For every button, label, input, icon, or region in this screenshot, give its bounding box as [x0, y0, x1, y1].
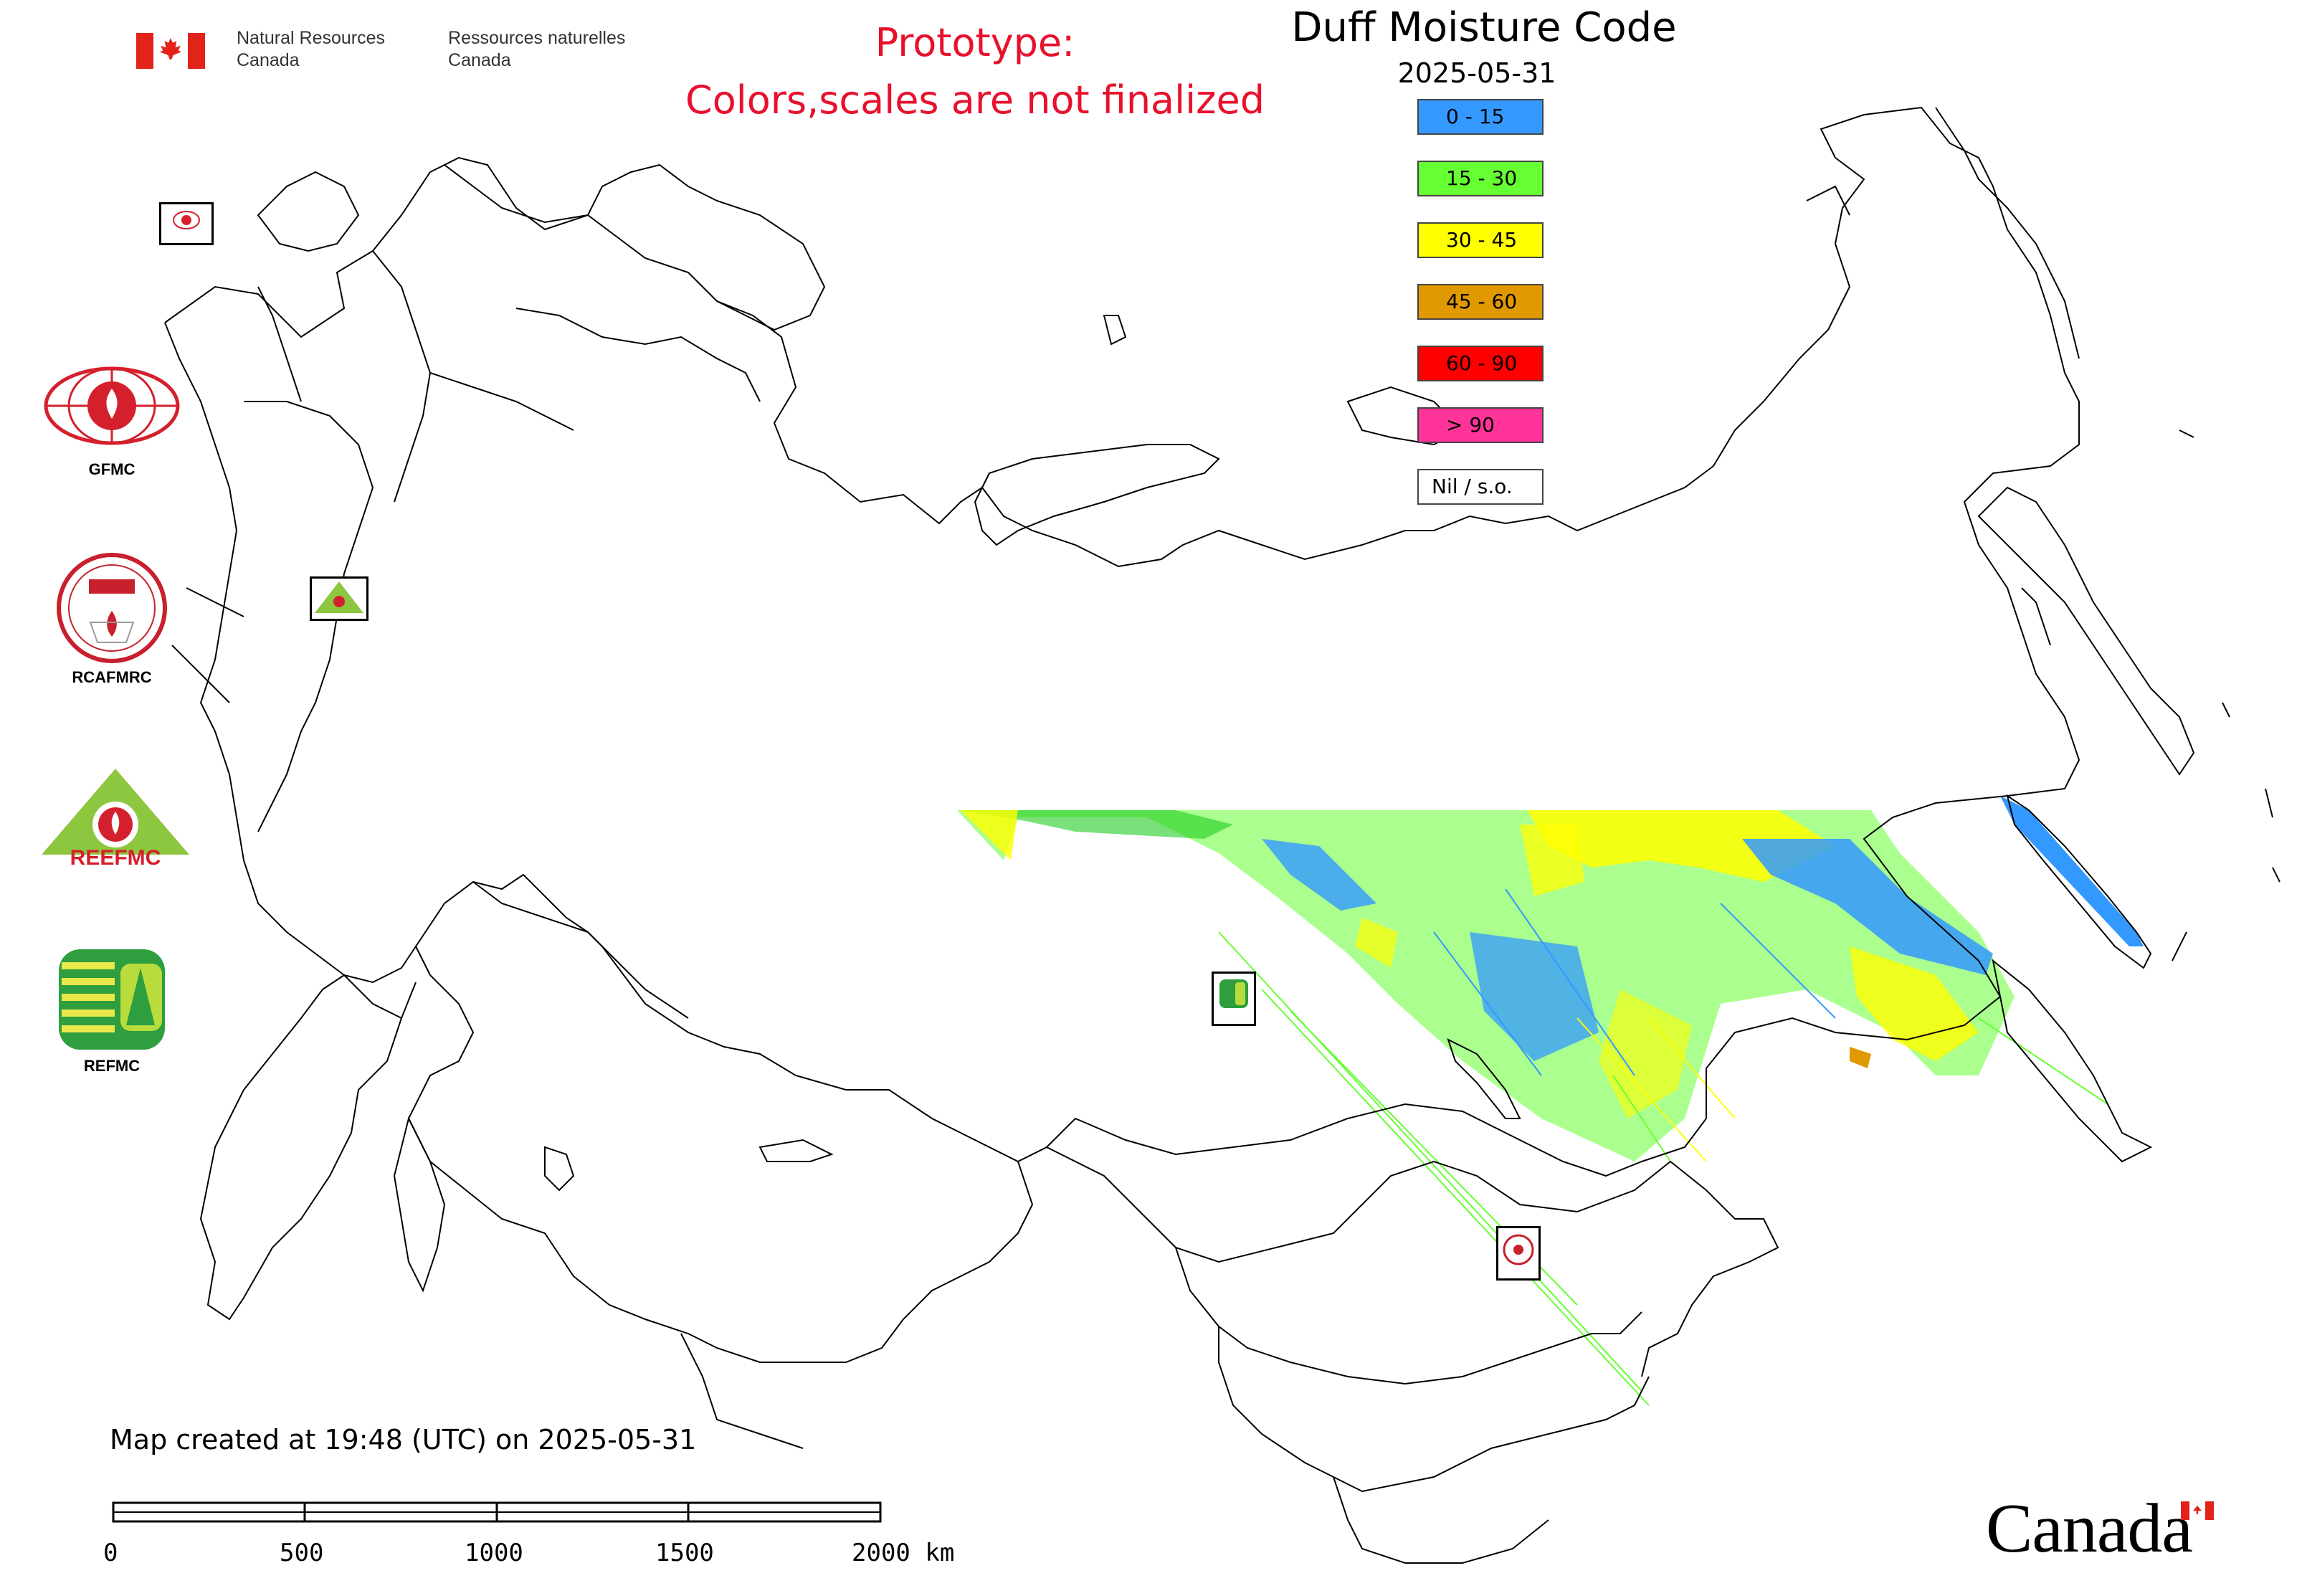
refmc-marker-icon [1219, 979, 1248, 1008]
prototype-notice: Prototype: Colors,scales are not finaliz… [674, 14, 1276, 129]
rcafmrc-marker[interactable] [1496, 1226, 1541, 1281]
map-title: Duff Moisture Code [1291, 4, 1677, 51]
nrcan-signature: Natural Resources Canada Ressources natu… [136, 27, 688, 72]
prototype-line1: Prototype: [875, 20, 1075, 65]
legend-item-over-90: > 90 [1417, 407, 1544, 443]
refmc-marker[interactable] [1212, 972, 1256, 1026]
dept-en-line2: Canada [237, 50, 300, 70]
canada-flag-icon [136, 33, 205, 69]
dept-name-en: Natural Resources Canada [237, 27, 417, 72]
rcafmrc-emblem-icon [57, 553, 167, 663]
scale-label-1000: 1000 [465, 1539, 523, 1567]
canada-wordmark-text: Canada [1986, 1490, 2193, 1567]
country-borders [164, 106, 2195, 1564]
legend-item-15-30: 15 - 30 [1417, 161, 1544, 196]
islands [2179, 429, 2280, 883]
rcafmrc-marker-icon [1503, 1234, 1534, 1265]
dept-en-line1: Natural Resources [237, 28, 386, 48]
prototype-line2: Colors,scales are not finalized [685, 77, 1265, 123]
gfmc-logo: GFMC [40, 364, 184, 479]
map-date: 2025-05-31 [1397, 57, 1556, 89]
scale-label-500: 500 [280, 1539, 324, 1567]
scale-label-2000km: 2000 km [852, 1539, 955, 1567]
scale-label-1500: 1500 [655, 1539, 714, 1567]
gfmc-marker[interactable] [159, 202, 214, 245]
legend-item-30-45: 30 - 45 [1417, 222, 1544, 258]
rcafmrc-label: RCAFMRC [72, 668, 152, 686]
legend-item-45-60: 45 - 60 [1417, 284, 1544, 320]
refmc-logo: REFMC [40, 946, 184, 1075]
gfmc-label: GFMC [88, 460, 135, 478]
scale-bar [112, 1501, 882, 1523]
legend-item-60-90: 60 - 90 [1417, 346, 1544, 381]
legend-item-nil: Nil / s.o. [1417, 469, 1544, 505]
dept-name-fr: Ressources naturelles Canada [448, 27, 657, 72]
reefmc-wordmark: REEFMC [70, 846, 161, 869]
wordmark-flag-icon [2181, 1501, 2214, 1520]
refmc-label: REFMC [83, 1057, 141, 1075]
dmc-data-swath [957, 796, 2144, 1406]
reefmc-logo: REEFMC [39, 769, 192, 870]
gfmc-emblem-icon [44, 366, 180, 445]
legend-item-0-15: 0 - 15 [1417, 99, 1544, 135]
reefmc-marker-icon [315, 581, 363, 613]
refmc-emblem-icon [59, 949, 165, 1050]
gfmc-marker-icon [173, 211, 200, 229]
canada-wordmark: Canada [1986, 1488, 2193, 1569]
reefmc-emblem-icon: REEFMC [42, 769, 189, 870]
reefmc-marker[interactable] [310, 576, 368, 621]
dept-fr-line2: Canada [448, 50, 511, 70]
scale-label-0: 0 [103, 1539, 118, 1567]
rcafmrc-logo: RCAFMRC [40, 551, 184, 687]
dept-fr-line1: Ressources naturelles [448, 28, 626, 48]
map-created-text: Map created at 19:48 (UTC) on 2025-05-31 [110, 1424, 697, 1455]
